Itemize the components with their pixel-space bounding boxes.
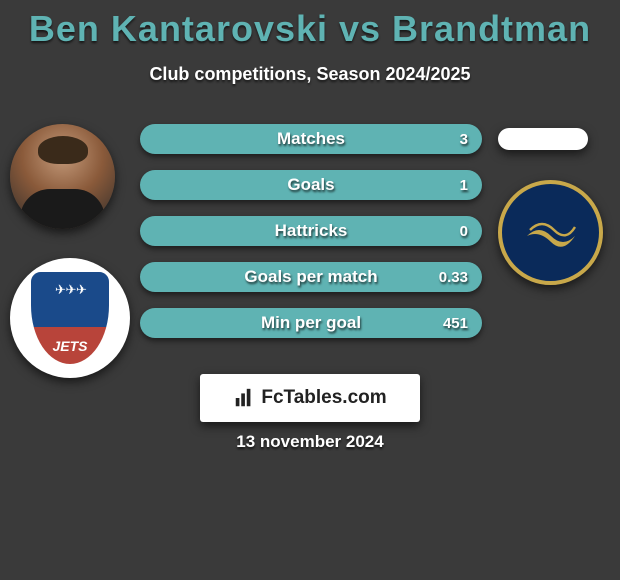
stat-label: Matches bbox=[277, 129, 345, 149]
jets-logo-text: JETS bbox=[31, 338, 109, 354]
stat-row-min-per-goal: Min per goal 451 bbox=[140, 308, 482, 338]
stat-row-goals: Goals 1 bbox=[140, 170, 482, 200]
player-left-avatar bbox=[10, 124, 115, 229]
stat-row-matches: Matches 3 bbox=[140, 124, 482, 154]
team-right-logo bbox=[498, 180, 603, 285]
stats-container: Matches 3 Goals 1 Hattricks 0 Goals per … bbox=[140, 124, 482, 354]
stat-label: Hattricks bbox=[275, 221, 348, 241]
stat-value: 0.33 bbox=[439, 269, 468, 286]
player-right-avatar-blank bbox=[498, 128, 588, 150]
subtitle: Club competitions, Season 2024/2025 bbox=[0, 64, 620, 85]
stat-row-goals-per-match: Goals per match 0.33 bbox=[140, 262, 482, 292]
stat-label: Min per goal bbox=[261, 313, 361, 333]
stat-row-hattricks: Hattricks 0 bbox=[140, 216, 482, 246]
stat-value: 3 bbox=[460, 131, 468, 148]
brand-box: FcTables.com bbox=[200, 374, 420, 422]
date-text: 13 november 2024 bbox=[0, 432, 620, 452]
mariners-wave-icon bbox=[521, 203, 581, 263]
stat-label: Goals per match bbox=[244, 267, 377, 287]
stat-value: 1 bbox=[460, 177, 468, 194]
page-title: Ben Kantarovski vs Brandtman bbox=[0, 0, 620, 50]
stat-value: 451 bbox=[443, 315, 468, 332]
bar-chart-icon bbox=[233, 387, 255, 409]
jets-shield-icon: JETS bbox=[31, 272, 109, 364]
team-left-logo: JETS bbox=[10, 258, 130, 378]
stat-value: 0 bbox=[460, 223, 468, 240]
stat-label: Goals bbox=[287, 175, 334, 195]
brand-text: FcTables.com bbox=[261, 387, 386, 409]
